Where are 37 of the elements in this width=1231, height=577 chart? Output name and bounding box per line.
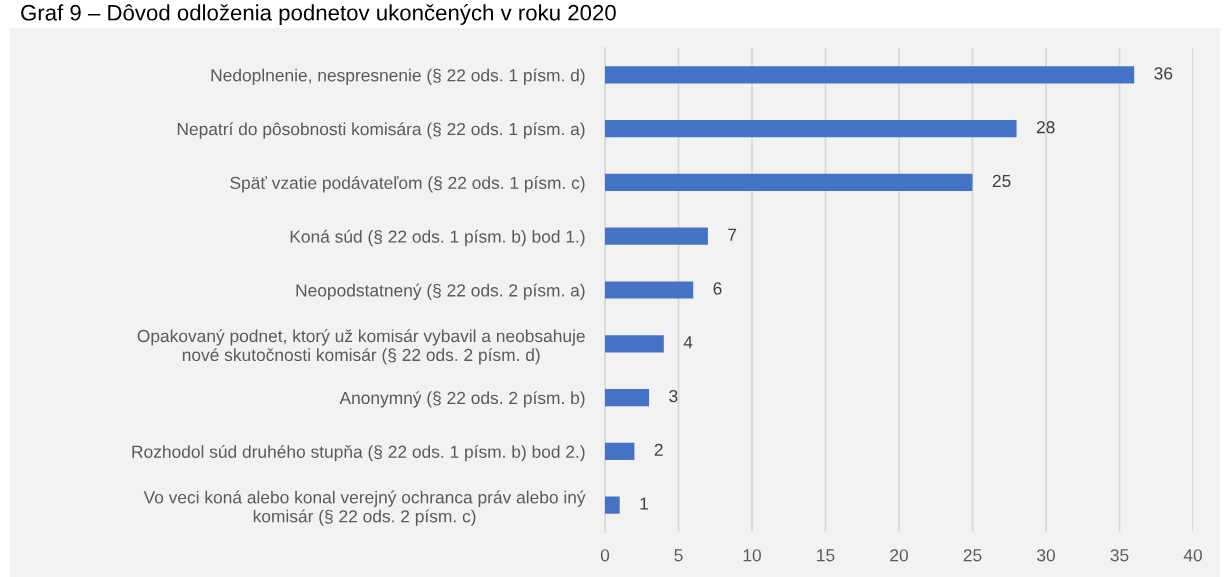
data-label: 3	[669, 389, 678, 403]
text: Graf 9 – Dôvod odloženia podnetov ukončených v roku 2020	[21, 4, 616, 25]
bar	[605, 66, 1135, 84]
data-label: 28	[1036, 121, 1055, 134]
x-tick-label: 40	[1183, 549, 1202, 562]
bar	[605, 227, 708, 245]
x-tick-label: 20	[890, 549, 908, 562]
x-tick-label: 35	[1110, 549, 1129, 562]
y-tick-label: Koná súd (§ 22 ods. 1 písm. b) bod 1.)	[290, 229, 585, 247]
bar	[605, 496, 620, 514]
y-tick-label: Opakovaný podnet, ktorý už komisár vybavil a neobsahuje nové skutočnosti komisár (§ 22 ods. 2 písm. d)	[137, 329, 585, 365]
data-label: 4	[683, 336, 693, 349]
data-label: 2	[654, 443, 663, 456]
y-tick-label: Nepatrí do pôsobnosti komisára (§ 22 ods. 1 písm. a)	[177, 122, 585, 139]
y-tick-label: Neopodstatnený (§ 22 ods. 2 písm. a)	[296, 283, 585, 300]
x-tick-label: 25	[963, 549, 982, 562]
bar	[605, 173, 973, 192]
data-label: 6	[713, 282, 722, 295]
data-label: 7	[728, 228, 737, 241]
y-tick-label: Rozhodol súd druhého stupňa (§ 22 ods. 1 písm. b) bod 2.)	[132, 444, 585, 462]
data-label: 36	[1154, 67, 1173, 80]
bar	[605, 388, 650, 407]
x-tick-label: 15	[817, 549, 835, 562]
x-tick-label: 5	[674, 549, 683, 562]
y-tick-label: Anonymný (§ 22 ods. 2 písm. b)	[339, 391, 585, 408]
bar	[605, 281, 694, 299]
y-tick-label: Nedoplnenie, nespresnenie (§ 22 ods. 1 písm. d)	[211, 68, 585, 85]
x-tick-label: 0	[600, 549, 610, 562]
bar	[605, 335, 664, 353]
bar	[605, 120, 1017, 138]
y-tick-label: Späť vzatie podávateľom (§ 22 ods. 1 písm. c)	[230, 176, 585, 193]
bar	[605, 442, 635, 460]
y-tick-label: Vo veci koná alebo konal verejný ochranca práv alebo iný komisár (§ 22 ods. 2 písm. c)	[143, 490, 586, 526]
data-label: 25	[992, 174, 1011, 188]
x-tick-label: 30	[1037, 549, 1055, 562]
data-label: 1	[640, 497, 648, 510]
x-tick-label: 10	[743, 549, 761, 562]
